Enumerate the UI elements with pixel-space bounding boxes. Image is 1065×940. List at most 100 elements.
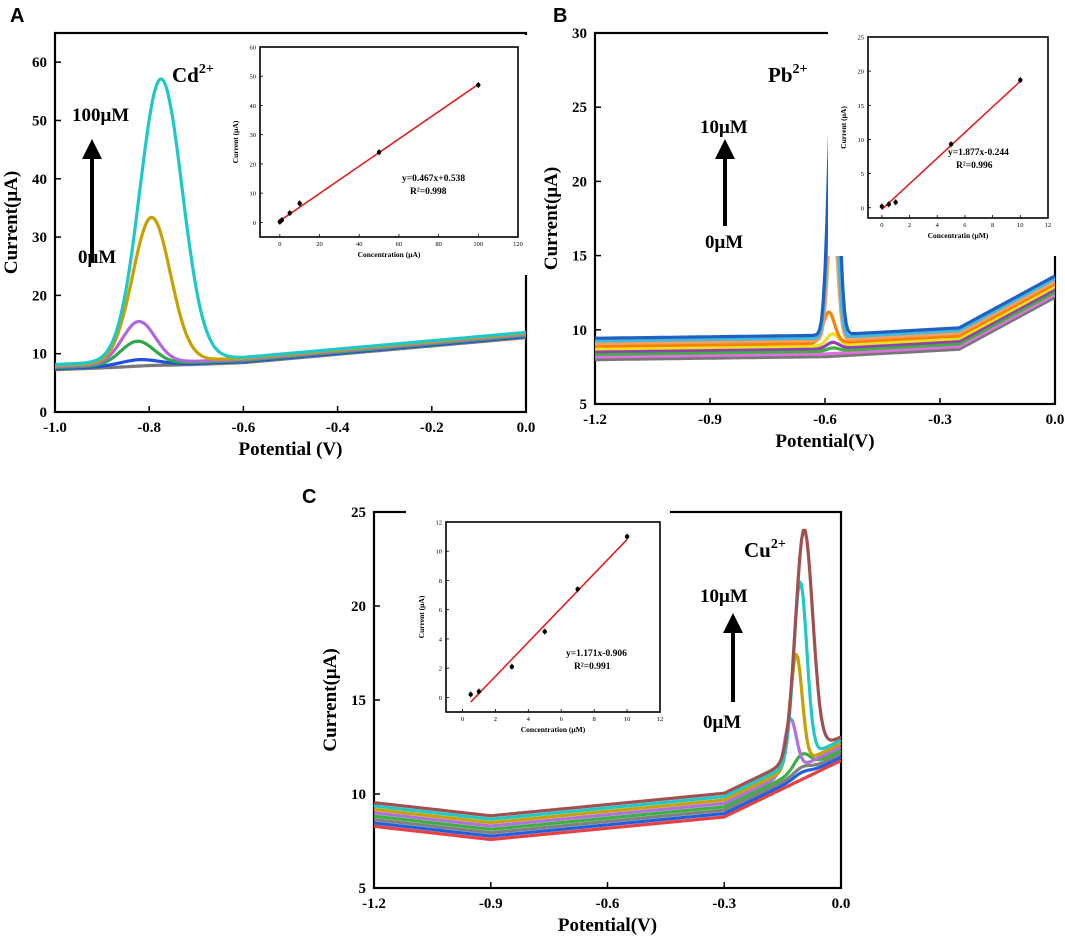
y-tick-label: 10 <box>351 787 366 803</box>
inset-point <box>476 689 482 694</box>
y-tick-label: 20 <box>572 174 587 190</box>
inset-y-axis-label: Current (μA) <box>231 120 240 163</box>
inset-background <box>220 35 528 275</box>
inset-y-axis-label: Current (μA) <box>839 106 848 149</box>
y-tick-label: 0 <box>40 405 48 421</box>
inset-x-tick-label: 120 <box>513 241 523 248</box>
inset-equation: y=0.467x+0.538 <box>402 174 465 184</box>
series-group <box>374 528 841 842</box>
arrow-bottom-label: 0μM <box>705 232 743 253</box>
series-line-100μM <box>55 77 526 366</box>
inset-r2: R²=0.991 <box>574 662 611 672</box>
arrow-top-label: 10μM <box>700 117 748 138</box>
x-tick-label: -0.6 <box>596 896 620 912</box>
inset-x-tick-label: 6 <box>963 222 967 229</box>
y-tick-label: 15 <box>351 693 366 709</box>
inset-point <box>575 587 580 592</box>
inset-r2: R²=0.998 <box>410 187 447 197</box>
x-tick-label: -0.8 <box>137 420 161 436</box>
ion-charge: 2+ <box>793 62 808 77</box>
y-axis-label: Current(μA) <box>320 648 341 751</box>
inset-point <box>287 210 292 216</box>
ion-symbol: Cu <box>744 538 771 562</box>
inset-x-tick-label: 8 <box>991 222 994 229</box>
ion-charge: 2+ <box>199 62 214 77</box>
x-tick-label: -1.2 <box>362 896 386 912</box>
inset-calibration: 0 2 4 6 8 10 12 0 5 10 15 20 25 Concentratin (μM) Curr… <box>828 25 1058 256</box>
y-tick-label: 40 <box>32 172 47 188</box>
series-line-c1 <box>595 293 1055 359</box>
y-tick-label: 25 <box>351 505 366 521</box>
series-line-c3 <box>595 287 1055 354</box>
y-axis-label: Current(μA) <box>541 167 562 270</box>
arrow-top-label: 10μM <box>700 586 748 607</box>
arrow-top-label: 100μM <box>72 105 129 126</box>
series-line-c4 <box>374 717 841 828</box>
series-line-c8 <box>595 62 1055 340</box>
inset-equation: y=1.877x-0.244 <box>948 148 1009 158</box>
y-tick-label: 10 <box>32 347 47 363</box>
series-line-c6 <box>374 580 841 821</box>
inset-y-tick-label: 0 <box>253 220 256 227</box>
inset-x-tick-label: 4 <box>936 222 940 229</box>
ion-symbol: Pb <box>768 63 793 87</box>
inset-y-tick-label: 40 <box>250 103 257 110</box>
series-line-c3 <box>374 748 841 831</box>
panel-b: B-1.2 -0.9 -0.6 -0.3 0.051015202530Potential… <box>541 5 1064 452</box>
inset-y-tick-label: 10 <box>436 549 443 556</box>
inset-point <box>509 664 515 669</box>
y-tick-label: 20 <box>351 599 366 615</box>
inset-point <box>468 692 473 697</box>
inset-x-tick-label: 2 <box>494 716 497 723</box>
x-axis-label: Potential(V) <box>558 915 657 936</box>
inset-frame <box>445 521 661 713</box>
inset-y-tick-label: 8 <box>439 578 442 585</box>
inset-y-tick-label: 25 <box>858 35 865 42</box>
panel-label: B <box>553 5 567 27</box>
inset-point <box>279 217 285 223</box>
inset-y-tick-label: 20 <box>858 69 865 76</box>
inset-point <box>886 202 891 207</box>
inset-x-tick-label: 60 <box>396 241 403 248</box>
inset-calibration: 0 20 40 60 80 100 120 0 10 20 30 40 50 60 Concentratio… <box>220 35 528 275</box>
series-group <box>595 62 1055 362</box>
y-tick-label: 15 <box>572 249 587 265</box>
inset-y-tick-label: 12 <box>436 520 443 527</box>
inset-calibration: 0 2 4 6 8 10 12 0 2 4 6 8 10 12 Concentration (μM) Curr… <box>406 510 670 750</box>
inset-frame <box>259 46 519 238</box>
x-tick-label: 0.0 <box>832 896 851 912</box>
inset-x-tick-label: 8 <box>593 716 596 723</box>
inset-x-tick-label: 40 <box>356 241 363 248</box>
x-tick-label: -1.0 <box>43 420 67 436</box>
y-tick-label: 30 <box>572 26 587 42</box>
inset-y-tick-label: 20 <box>250 161 257 168</box>
x-tick-label: -0.9 <box>479 896 503 912</box>
x-tick-label: -1.2 <box>583 412 607 428</box>
inset-equation: y=1.171x-0.906 <box>566 649 627 659</box>
y-axis-label: Current(μA) <box>1 171 22 274</box>
inset-y-tick-label: 10 <box>250 191 257 198</box>
inset-x-tick-label: 0 <box>880 222 883 229</box>
y-tick-label: 20 <box>32 288 47 304</box>
x-tick-label: -0.9 <box>698 412 722 428</box>
inset-point <box>893 200 898 205</box>
inset-point <box>948 142 954 147</box>
inset-y-axis-label: Current (μA) <box>417 595 426 638</box>
arrow-bottom-label: 0μM <box>78 247 116 268</box>
inset-point <box>624 534 630 539</box>
inset-x-axis-label: Concentration (μM) <box>521 725 586 734</box>
inset-x-tick-label: 12 <box>657 716 664 723</box>
inset-x-tick-label: 6 <box>560 716 564 723</box>
inset-point <box>542 629 547 634</box>
inset-point <box>297 201 302 206</box>
series-line-c5 <box>374 652 841 825</box>
y-tick-label: 25 <box>572 100 587 116</box>
ion-label: Cu2+ <box>744 537 786 562</box>
inset-y-tick-label: 60 <box>250 45 257 52</box>
series-line-0μM <box>374 759 841 842</box>
arrow-head <box>82 139 102 159</box>
x-axis-label: Potential (V) <box>239 439 343 460</box>
inset-background <box>406 510 670 750</box>
x-tick-label: 0.0 <box>1046 412 1065 428</box>
